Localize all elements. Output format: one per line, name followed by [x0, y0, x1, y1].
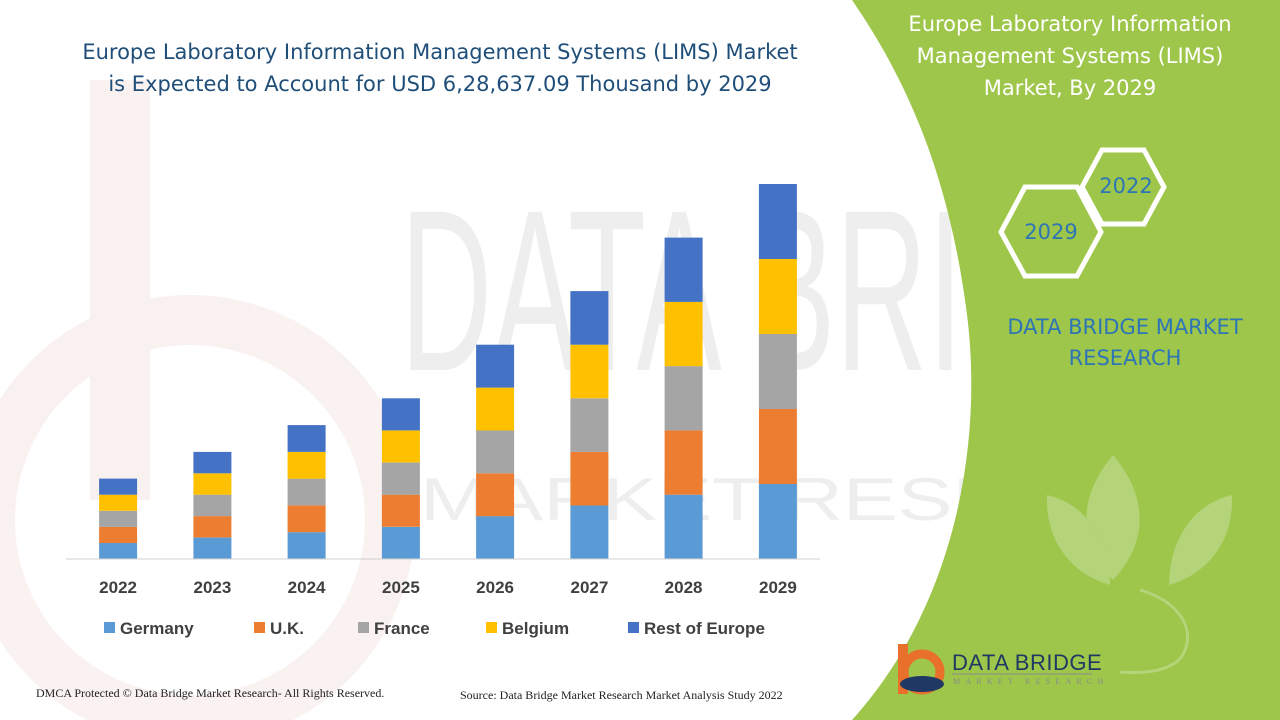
hex-year-top: 2022 [1099, 174, 1153, 198]
hexagon-2022-icon [1079, 147, 1167, 227]
bar-segment-2028-germany [664, 494, 703, 559]
bar-segment-2025-france [381, 462, 420, 495]
chart-title-line1: Europe Laboratory Information Management… [82, 40, 798, 64]
bar-segment-2026-germany [476, 516, 515, 559]
legend-label-belgium: Belgium [502, 619, 569, 638]
bar-segment-2027-belgium [570, 344, 609, 399]
side-panel [852, 0, 1280, 720]
footer-source: Source: Data Bridge Market Research Mark… [460, 688, 783, 702]
bar-segment-2029-france [758, 334, 797, 409]
bar-segment-2028-belgium [664, 301, 703, 367]
bar-segment-2029-rest-of-europe [758, 184, 797, 259]
x-tick-label-2027: 2027 [570, 578, 608, 597]
watermark-logo-stem [90, 80, 150, 500]
legend-label-u-k-: U.K. [270, 619, 304, 638]
bar-segment-2029-u-k- [758, 409, 797, 484]
bar-segment-2025-u-k- [381, 494, 420, 527]
chart-title-line2: is Expected to Account for USD 6,28,637.… [108, 72, 772, 96]
legend: Germany U.K. France Belgium Rest of Europe [104, 619, 765, 638]
bar-segment-2027-rest-of-europe [570, 291, 609, 345]
brand-line1: DATA BRIDGE MARKET [1007, 315, 1243, 339]
bar-segment-2027-germany [570, 505, 609, 559]
side-panel-title: Europe Laboratory Information Management… [880, 8, 1260, 104]
legend-swatch-germany [104, 622, 115, 633]
bar-segment-2024-belgium [287, 451, 326, 479]
x-tick-label-2029: 2029 [759, 578, 797, 597]
bar-segment-2028-u-k- [664, 430, 703, 495]
bar-segment-2022-rest-of-europe [99, 478, 138, 495]
x-tick-labels: 2022 2023 2024 2025 2026 2027 2028 2029 [99, 578, 797, 597]
bar-segment-2023-france [193, 494, 232, 517]
leaf-head-icon [1046, 455, 1233, 675]
bar-segment-2022-belgium [99, 494, 138, 511]
legend-swatch-belgium [486, 622, 497, 633]
legend-label-france: France [374, 619, 430, 638]
bar-segment-2026-u-k- [476, 473, 515, 517]
bar-segment-2024-rest-of-europe [287, 425, 326, 452]
side-title-line2: Management Systems (LIMS) [916, 44, 1224, 68]
logo-subtitle: MARKET RESEARCH [953, 677, 1109, 686]
bar-segment-2022-germany [99, 542, 138, 559]
legend-label-rest-of-europe: Rest of Europe [644, 619, 765, 638]
bar-segment-2023-rest-of-europe [193, 451, 232, 474]
bar-segment-2022-france [99, 510, 138, 527]
x-tick-label-2025: 2025 [382, 578, 420, 597]
bar-segment-2023-germany [193, 537, 232, 559]
bar-segment-2023-belgium [193, 473, 232, 495]
hexagon-2029-icon [998, 184, 1104, 279]
side-title-line3: Market, By 2029 [983, 76, 1157, 100]
bar-segment-2024-germany [287, 532, 326, 559]
brand-text: DATA BRIDGE MARKET RESEARCH [960, 312, 1280, 374]
x-tick-label-2022: 2022 [99, 578, 137, 597]
footer-copyright: DMCA Protected © Data Bridge Market Rese… [36, 686, 385, 700]
bar-segment-2026-france [476, 430, 515, 474]
bar-segment-2025-germany [381, 526, 420, 559]
bar-segment-2025-belgium [381, 430, 420, 463]
bar-segment-2029-germany [758, 484, 797, 559]
company-logo-icon [898, 644, 945, 695]
x-tick-label-2023: 2023 [193, 578, 231, 597]
bar-segment-2024-france [287, 478, 326, 506]
legend-swatch-france [358, 622, 369, 633]
bars-layer [99, 184, 797, 559]
bar-segment-2024-u-k- [287, 505, 326, 533]
chart-title: Europe Laboratory Information Management… [40, 36, 840, 100]
x-tick-label-2026: 2026 [476, 578, 514, 597]
hex-year-bottom: 2029 [1024, 220, 1078, 244]
x-tick-label-2024: 2024 [288, 578, 326, 597]
brand-line2: RESEARCH [1068, 346, 1182, 370]
bar-segment-2027-u-k- [570, 451, 609, 506]
legend-swatch-u-k- [254, 622, 265, 633]
side-title-line1: Europe Laboratory Information [908, 12, 1232, 36]
logo-name: DATA BRIDGE [952, 650, 1103, 675]
legend-swatch-rest-of-europe [628, 622, 639, 633]
bar-segment-2029-belgium [758, 259, 797, 334]
bar-segment-2028-rest-of-europe [664, 237, 703, 302]
bar-segment-2026-belgium [476, 387, 515, 431]
bar-segment-2022-u-k- [99, 526, 138, 543]
bar-segment-2028-france [664, 366, 703, 431]
bar-segment-2023-u-k- [193, 516, 232, 538]
legend-label-germany: Germany [120, 619, 194, 638]
bar-segment-2026-rest-of-europe [476, 344, 515, 388]
x-tick-label-2028: 2028 [665, 578, 703, 597]
bar-segment-2027-france [570, 398, 609, 452]
bar-segment-2025-rest-of-europe [381, 398, 420, 431]
